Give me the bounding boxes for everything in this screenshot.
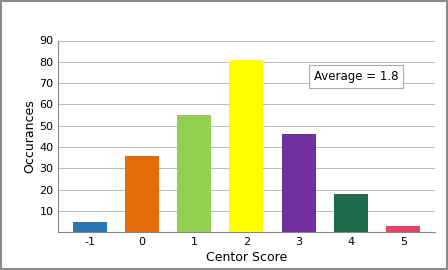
Text: Average = 1.8: Average = 1.8 (314, 70, 398, 83)
Bar (125, 156, 159, 232)
Y-axis label: Occurances: Occurances (23, 99, 36, 173)
Text: Figure 6. Charts With True Negative By Centor Score: Figure 6. Charts With True Negative By C… (6, 9, 442, 24)
Bar (177, 115, 211, 232)
X-axis label: Centor Score: Centor Score (206, 251, 287, 264)
Bar (229, 60, 263, 232)
Bar (73, 222, 107, 232)
Bar (334, 194, 368, 232)
Bar (282, 134, 316, 232)
Bar (386, 226, 420, 232)
